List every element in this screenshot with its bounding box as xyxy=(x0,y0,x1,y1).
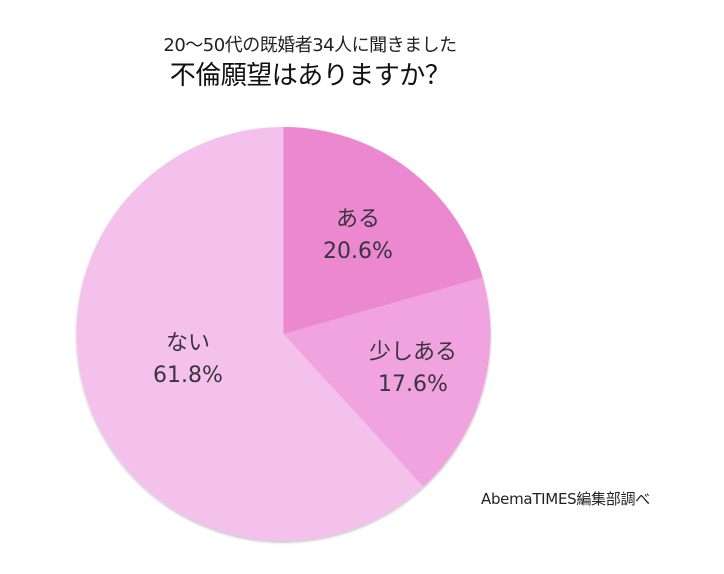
slice-percent: 20.6% xyxy=(323,239,393,264)
slice-name: 少しある xyxy=(368,340,458,365)
slice-label-aru: ある 20.6% xyxy=(323,204,393,268)
slice-nai xyxy=(76,127,424,541)
source-note: AbemaTIMES編集部調べ xyxy=(481,490,650,508)
slice-percent: 61.8% xyxy=(153,363,223,388)
slice-name: ない xyxy=(165,331,211,356)
slice-aru xyxy=(283,127,483,334)
slice-name: ある xyxy=(335,207,381,232)
slice-label-nai: ない 61.8% xyxy=(153,328,223,392)
slice-label-sukoshi-aru: 少しある 17.6% xyxy=(369,337,457,401)
slice-sukoshi-aru xyxy=(283,277,491,487)
chart-subtitle: 20〜50代の既婚者34人に聞きました xyxy=(163,35,457,56)
chart-title: 不倫願望はありますか？ xyxy=(169,61,451,91)
slice-percent: 17.6% xyxy=(378,372,448,397)
